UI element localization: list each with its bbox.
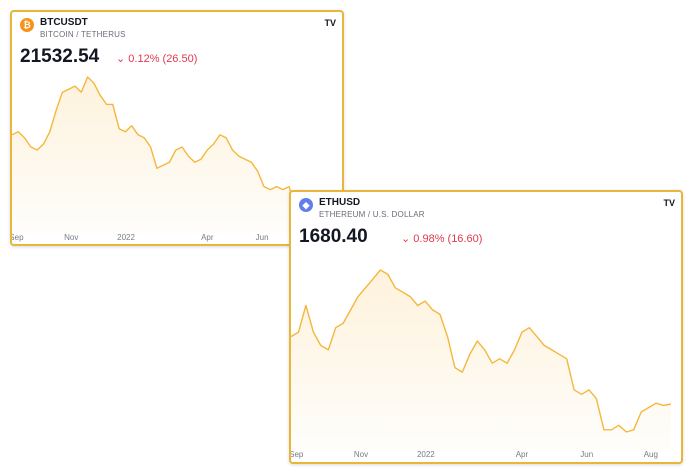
area — [291, 270, 671, 450]
x-tick-label: 2022 — [417, 450, 435, 459]
x-tick-label: Sep — [291, 450, 304, 459]
change: ⌄ 0.12% (26.50) — [116, 52, 197, 65]
symbol: ETHUSD — [319, 197, 361, 208]
coin-icon: ₿ — [20, 18, 34, 32]
logo[interactable]: TV — [324, 18, 336, 28]
chart: Sep Nov 2022 Apr Jun Aug — [291, 269, 672, 459]
change-value: 0.98% (16.60) — [413, 233, 483, 245]
x-tick-label: 2022 — [117, 233, 135, 242]
description: BITCOIN / TETHERUS — [40, 30, 126, 39]
coin-icon: ◆ — [299, 198, 313, 212]
x-tick-label: Jun — [580, 450, 593, 459]
description: ETHEREUM / U.S. DOLLAR — [319, 210, 425, 219]
down-arrow: ⌄ — [116, 53, 129, 65]
x-tick-label: Nov — [354, 450, 368, 459]
symbol: BTCUSDT — [40, 17, 88, 28]
x-tick-label: Apr — [516, 450, 529, 459]
change-value: 0.12% (26.50) — [128, 53, 198, 65]
x-tick-label: Jun — [256, 233, 269, 242]
area — [12, 77, 334, 234]
down-arrow: ⌄ — [401, 233, 414, 245]
price-line — [291, 269, 672, 433]
x-tick-label: Nov — [64, 233, 78, 242]
price-line — [12, 76, 334, 218]
logo[interactable]: TV — [663, 198, 675, 208]
eth-card[interactable]: ◆ ETHUSD ETHEREUM / U.S. DOLLAR 1680.40 … — [289, 190, 683, 464]
btc-card[interactable]: ₿ BTCUSDT BITCOIN / TETHERUS 21532.54 ⌄ … — [10, 10, 344, 246]
price: 21532.54 — [20, 46, 100, 67]
x-tick-label: Sep — [12, 233, 24, 242]
price: 1680.40 — [299, 226, 368, 247]
x-tick-label: Apr — [201, 233, 214, 242]
change: ⌄ 0.98% (16.60) — [401, 232, 482, 245]
x-tick-label: Aug — [644, 450, 658, 459]
